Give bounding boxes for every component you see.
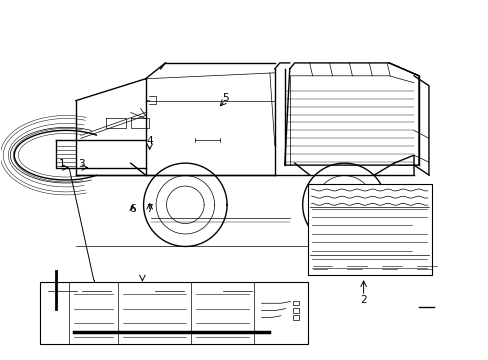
Text: 2: 2 [360,295,366,305]
Bar [292,315,298,320]
Text: 7: 7 [146,203,153,213]
Text: 5: 5 [221,93,228,103]
Bar [292,308,298,312]
Bar [307,184,431,275]
Text: 6: 6 [129,203,136,213]
Text: 3: 3 [78,159,85,169]
Bar [292,301,298,305]
Text: 1: 1 [59,159,65,169]
Text: 4: 4 [146,136,153,146]
Bar [40,282,307,344]
